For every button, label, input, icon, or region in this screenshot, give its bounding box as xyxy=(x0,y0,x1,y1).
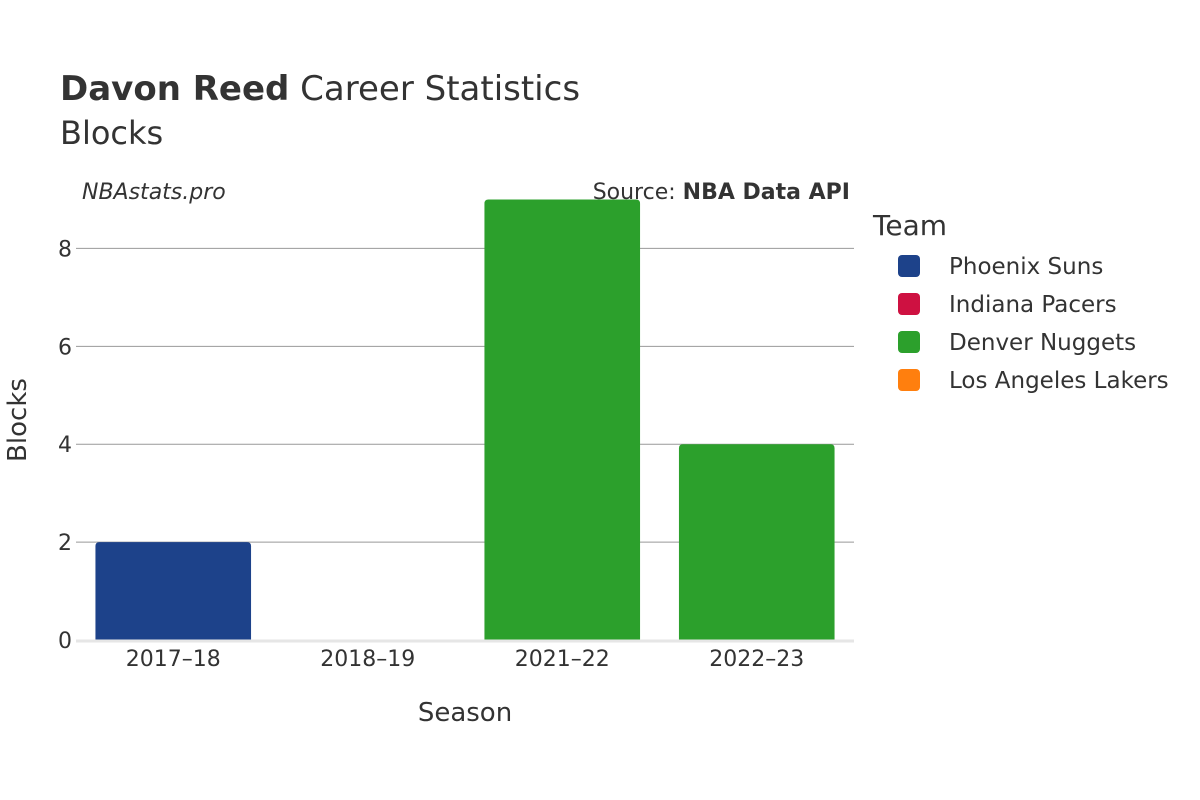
legend-item-label[interactable]: Indiana Pacers xyxy=(949,292,1117,318)
bar-phoenix-suns[interactable] xyxy=(95,542,252,640)
source-name: NBA Data API xyxy=(683,180,850,205)
legend-title: Team xyxy=(872,209,947,242)
y-tick-label: 8 xyxy=(58,237,72,262)
watermark: NBAstats.pro xyxy=(82,180,226,205)
x-tick-label: 2017–18 xyxy=(126,647,221,672)
bar-denver-nuggets[interactable] xyxy=(678,444,835,640)
axes: 0 2 4 6 8 2017–18 2018–19 2021–22 2022–23 xyxy=(58,237,854,672)
legend: Phoenix Suns Indiana Pacers Denver Nuggets… xyxy=(898,254,1169,394)
legend-swatch[interactable] xyxy=(898,255,920,277)
title-rest: Career Statistics xyxy=(289,69,580,109)
y-tick-label: 0 xyxy=(58,629,72,654)
player-name: Davon Reed xyxy=(60,69,289,109)
bars xyxy=(95,199,835,641)
x-axis-title: Season xyxy=(418,698,512,728)
chart-subtitle: Blocks xyxy=(60,114,163,152)
x-tick-label: 2021–22 xyxy=(515,647,610,672)
y-tick-label: 6 xyxy=(58,335,72,360)
y-axis-title: Blocks xyxy=(3,378,33,462)
x-tick-label: 2022–23 xyxy=(709,647,804,672)
legend-item-label[interactable]: Los Angeles Lakers xyxy=(949,368,1169,394)
source-text: Source: NBA Data API xyxy=(593,180,850,205)
y-tick-label: 2 xyxy=(58,531,72,556)
bar-denver-nuggets[interactable] xyxy=(484,199,641,640)
legend-swatch[interactable] xyxy=(898,369,920,391)
x-tick-label: 2018–19 xyxy=(320,647,415,672)
legend-item-label[interactable]: Denver Nuggets xyxy=(949,330,1136,356)
legend-item-label[interactable]: Phoenix Suns xyxy=(949,254,1103,280)
legend-swatch[interactable] xyxy=(898,293,920,315)
legend-swatch[interactable] xyxy=(898,331,920,353)
chart-title: Davon Reed Career Statistics xyxy=(60,69,580,109)
y-tick-label: 4 xyxy=(58,433,72,458)
